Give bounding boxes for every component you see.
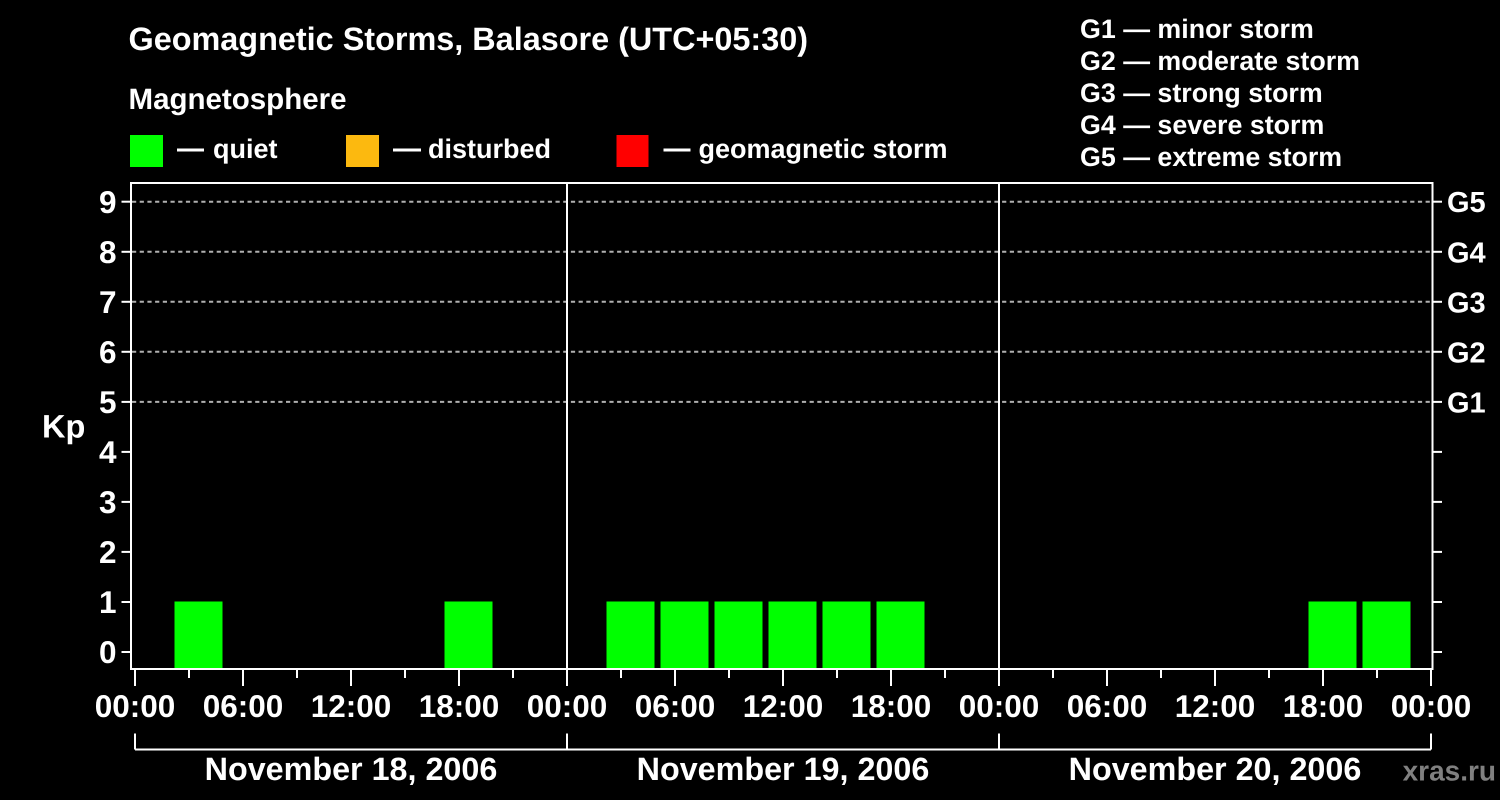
svg-text:Kp: Kp — [42, 409, 85, 445]
svg-text:9: 9 — [99, 184, 117, 220]
svg-text:November 19, 2006: November 19, 2006 — [637, 751, 930, 787]
svg-text:G3 — strong storm: G3 — strong storm — [1080, 78, 1323, 108]
svg-text:November 20, 2006: November 20, 2006 — [1069, 751, 1362, 787]
svg-text:8: 8 — [99, 234, 117, 270]
svg-text:G2 — moderate storm: G2 — moderate storm — [1080, 46, 1360, 76]
svg-text:disturbed: disturbed — [428, 134, 551, 164]
svg-text:5: 5 — [99, 384, 117, 420]
svg-text:G4: G4 — [1447, 237, 1486, 269]
svg-text:G3: G3 — [1447, 287, 1486, 319]
svg-text:G1: G1 — [1447, 387, 1486, 419]
svg-text:00:00: 00:00 — [1391, 688, 1472, 724]
svg-text:06:00: 06:00 — [635, 688, 716, 724]
svg-text:xras.ru: xras.ru — [1403, 756, 1496, 787]
svg-text:12:00: 12:00 — [311, 688, 392, 724]
svg-text:18:00: 18:00 — [419, 688, 500, 724]
svg-text:06:00: 06:00 — [1067, 688, 1148, 724]
svg-text:G1 — minor storm: G1 — minor storm — [1080, 14, 1314, 44]
svg-text:Geomagnetic Storms, Balasore (: Geomagnetic Storms, Balasore (UTC+05:30) — [129, 21, 809, 57]
svg-text:00:00: 00:00 — [959, 688, 1040, 724]
svg-text:6: 6 — [99, 334, 117, 370]
svg-text:Magnetosphere: Magnetosphere — [129, 83, 347, 116]
svg-text:12:00: 12:00 — [743, 688, 824, 724]
svg-text:7: 7 — [99, 284, 117, 320]
svg-text:18:00: 18:00 — [851, 688, 932, 724]
svg-text:0: 0 — [99, 634, 117, 670]
svg-text:G4 — severe storm: G4 — severe storm — [1080, 110, 1324, 140]
svg-text:18:00: 18:00 — [1283, 688, 1364, 724]
svg-text:geomagnetic storm: geomagnetic storm — [699, 134, 948, 164]
svg-text:3: 3 — [99, 484, 117, 520]
svg-text:G5 — extreme storm: G5 — extreme storm — [1080, 142, 1342, 172]
svg-text:06:00: 06:00 — [203, 688, 284, 724]
svg-text:00:00: 00:00 — [95, 688, 176, 724]
svg-text:quiet: quiet — [213, 134, 278, 164]
svg-text:1: 1 — [99, 584, 117, 620]
svg-text:November 18, 2006: November 18, 2006 — [205, 751, 498, 787]
svg-text:G2: G2 — [1447, 337, 1486, 369]
svg-text:12:00: 12:00 — [1175, 688, 1256, 724]
svg-text:2: 2 — [99, 534, 117, 570]
svg-text:G5: G5 — [1447, 187, 1486, 219]
svg-text:4: 4 — [99, 434, 117, 470]
svg-text:00:00: 00:00 — [527, 688, 608, 724]
